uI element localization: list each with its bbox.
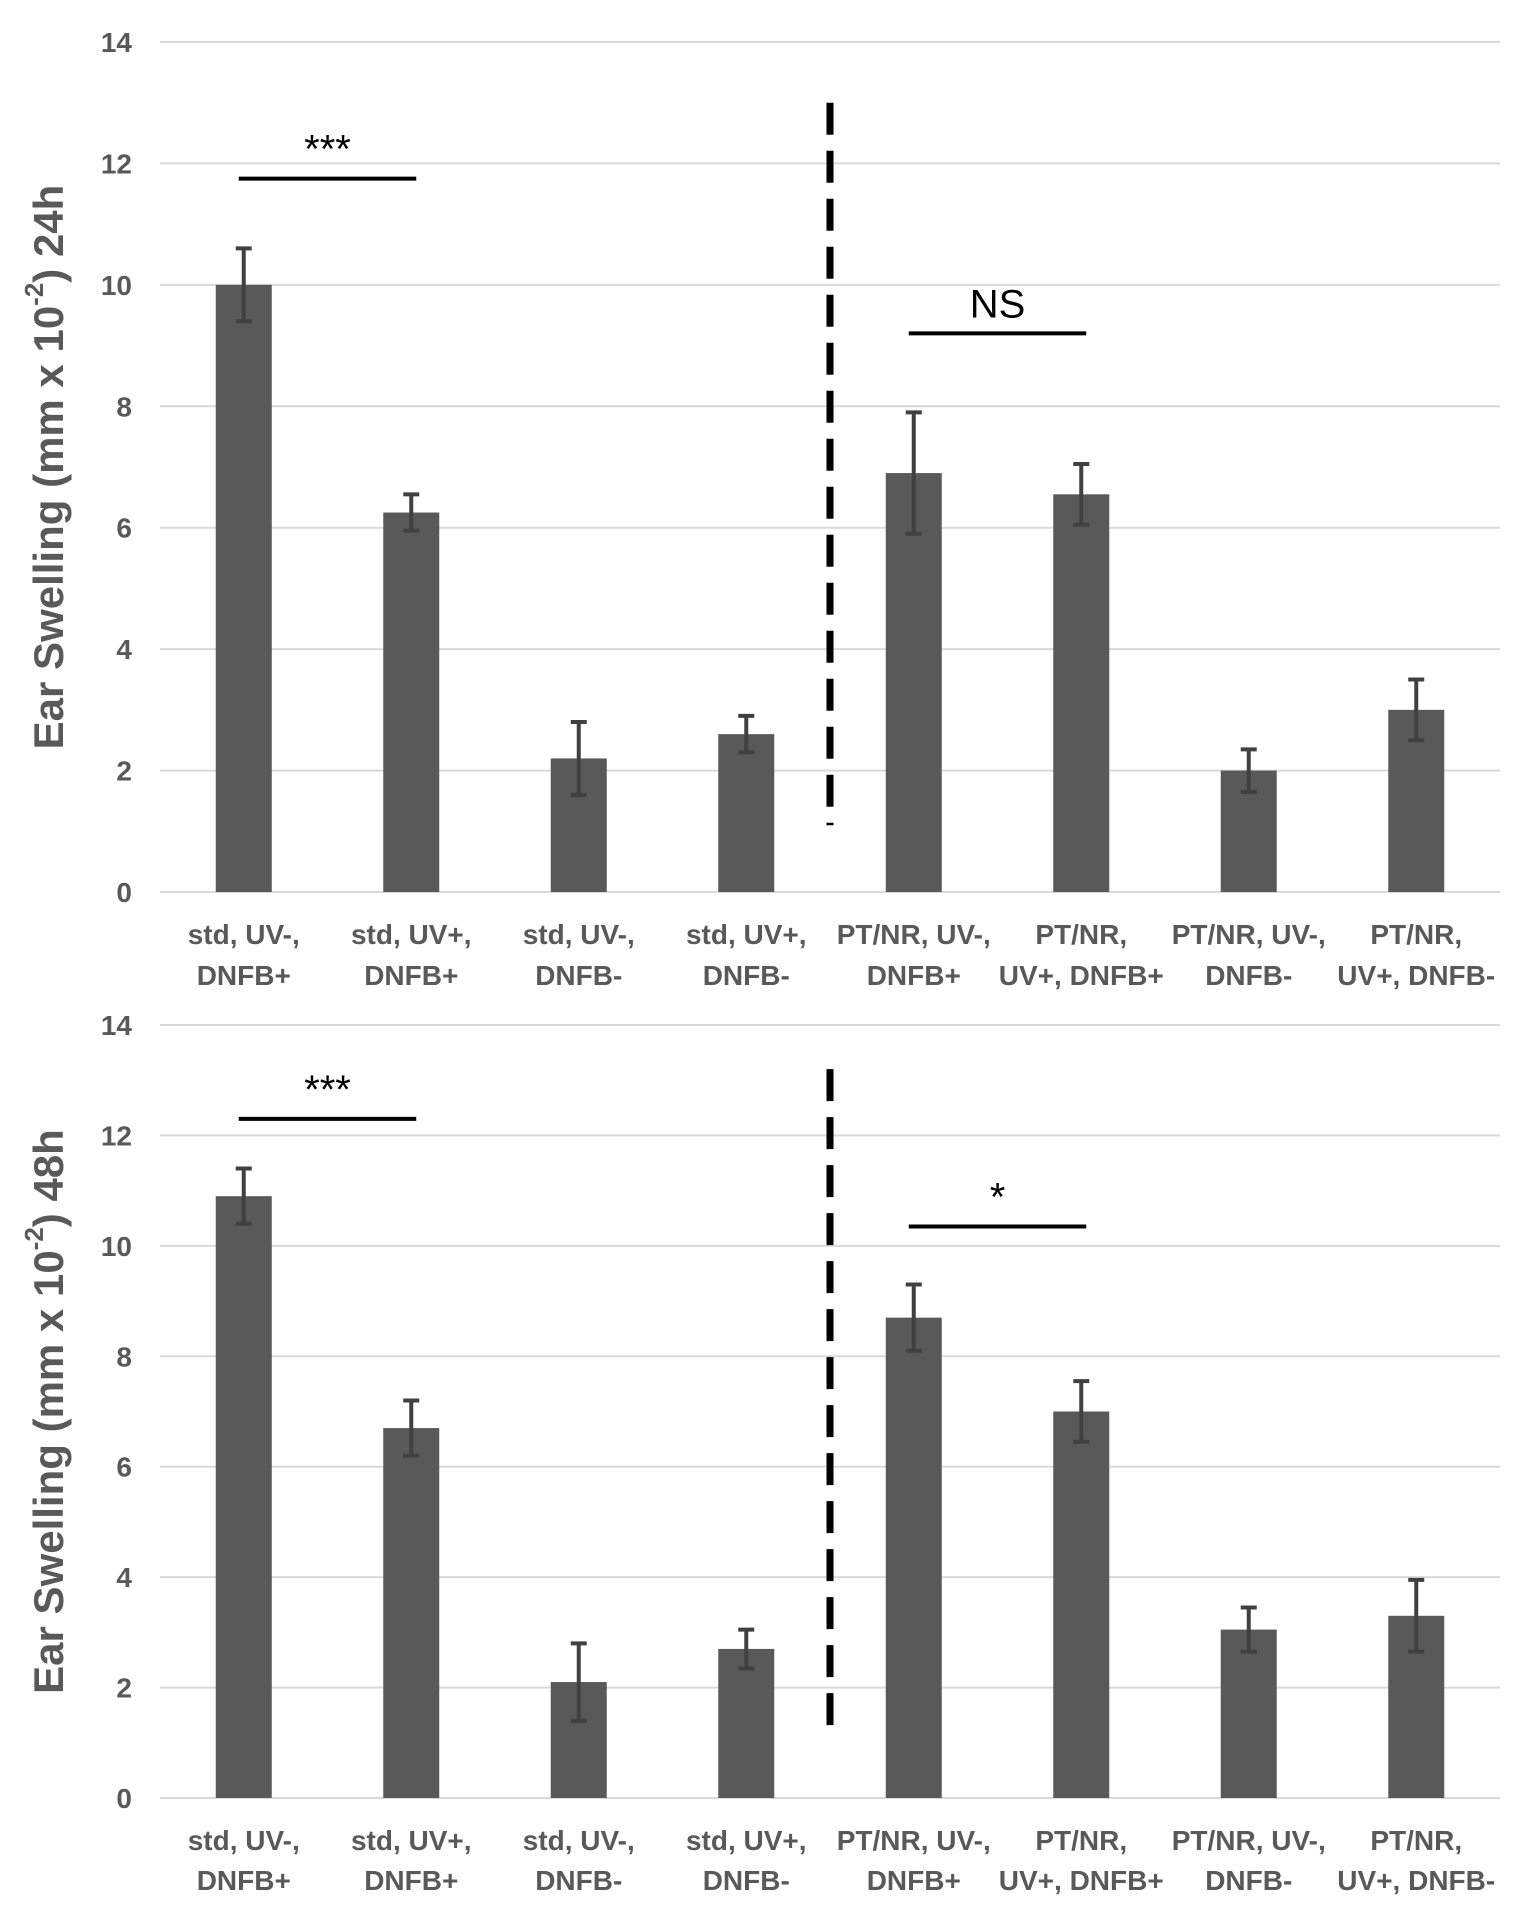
category-label: DNFB+ xyxy=(197,1865,291,1896)
category-label: PT/NR, xyxy=(1035,1825,1127,1856)
y-axis-label-text: ) 48h xyxy=(25,1129,72,1227)
y-tick-label: 2 xyxy=(116,756,132,787)
significance-label: *** xyxy=(304,1068,351,1112)
y-tick-label: 4 xyxy=(116,1562,132,1593)
chart-panel-top: 0 2 4 6 8 10 12 14 Ear Swelling (mm x 10-2) 24h s… xyxy=(19,27,1500,991)
chart-panel-bottom: 0 2 4 6 8 10 12 14 Ear Swelling (mm x 10-2) 48h s… xyxy=(19,1010,1500,1896)
category-label: DNFB- xyxy=(703,1865,790,1896)
bar xyxy=(1220,1629,1277,1798)
category-label: PT/NR, UV-, xyxy=(1172,1825,1326,1856)
category-label: std, UV+, xyxy=(351,1825,472,1856)
y-tick-label: 8 xyxy=(116,391,132,422)
category-label: DNFB- xyxy=(703,960,790,991)
y-tick-label: 10 xyxy=(101,1231,132,1262)
category-label: PT/NR, xyxy=(1370,1825,1462,1856)
category-label: std, UV-, xyxy=(188,919,300,950)
y-axis-label-text: Ear Swelling (mm x 10 xyxy=(25,1250,72,1694)
category-label: UV+, DNFB+ xyxy=(999,960,1164,991)
significance-label: *** xyxy=(304,128,351,172)
significance-label: * xyxy=(990,1176,1006,1220)
y-axis-label-superscript: -2 xyxy=(19,283,49,306)
category-label: std, UV+, xyxy=(686,1825,807,1856)
y-axis-label-text: ) 24h xyxy=(25,185,72,283)
y-tick-label: 0 xyxy=(116,877,132,908)
category-label: std, UV+, xyxy=(351,919,472,950)
y-tick-label: 12 xyxy=(101,148,132,179)
y-axis-label-superscript: -2 xyxy=(19,1227,49,1250)
category-label: PT/NR, UV-, xyxy=(837,919,991,950)
y-axis-label: Ear Swelling (mm x 10-2) 24h xyxy=(19,185,72,750)
y-tick-label: 12 xyxy=(101,1120,132,1151)
bar xyxy=(215,284,272,892)
bar xyxy=(215,1196,272,1798)
bar xyxy=(1053,494,1110,892)
bar xyxy=(718,734,775,892)
significance-label: NS xyxy=(970,282,1026,326)
y-tick-label: 0 xyxy=(116,1783,132,1814)
category-label: DNFB+ xyxy=(197,960,291,991)
bar xyxy=(885,1317,942,1798)
category-label: std, UV+, xyxy=(686,919,807,950)
category-label: PT/NR, UV-, xyxy=(1172,919,1326,950)
category-label: DNFB- xyxy=(1205,1865,1292,1896)
category-label: PT/NR, xyxy=(1370,919,1462,950)
bar xyxy=(885,473,942,892)
y-tick-label: 14 xyxy=(101,1010,133,1041)
y-tick-label: 6 xyxy=(116,513,132,544)
y-axis-label: Ear Swelling (mm x 10-2) 48h xyxy=(19,1129,72,1694)
category-label: UV+, DNFB- xyxy=(1337,960,1495,991)
y-axis-label-text: Ear Swelling (mm x 10 xyxy=(25,306,72,750)
category-label: DNFB+ xyxy=(364,1865,458,1896)
category-label: DNFB- xyxy=(1205,960,1292,991)
category-label: DNFB+ xyxy=(867,1865,961,1896)
category-label: UV+, DNFB+ xyxy=(999,1865,1164,1896)
category-label: DNFB- xyxy=(535,960,622,991)
y-tick-label: 2 xyxy=(116,1673,132,1704)
y-tick-label: 4 xyxy=(116,634,132,665)
category-label: std, UV-, xyxy=(523,1825,635,1856)
category-label: PT/NR, UV-, xyxy=(837,1825,991,1856)
y-tick-label: 8 xyxy=(116,1341,132,1372)
category-label: UV+, DNFB- xyxy=(1337,1865,1495,1896)
category-label: DNFB- xyxy=(535,1865,622,1896)
category-label: PT/NR, xyxy=(1035,919,1127,950)
category-label: DNFB+ xyxy=(364,960,458,991)
y-tick-label: 6 xyxy=(116,1452,132,1483)
category-label: std, UV-, xyxy=(523,919,635,950)
category-label: DNFB+ xyxy=(867,960,961,991)
bar xyxy=(383,512,440,892)
bar xyxy=(718,1648,775,1798)
y-tick-label: 14 xyxy=(101,27,133,58)
category-label: std, UV-, xyxy=(188,1825,300,1856)
y-tick-label: 10 xyxy=(101,270,132,301)
bar xyxy=(383,1428,440,1798)
bar xyxy=(1053,1411,1110,1798)
